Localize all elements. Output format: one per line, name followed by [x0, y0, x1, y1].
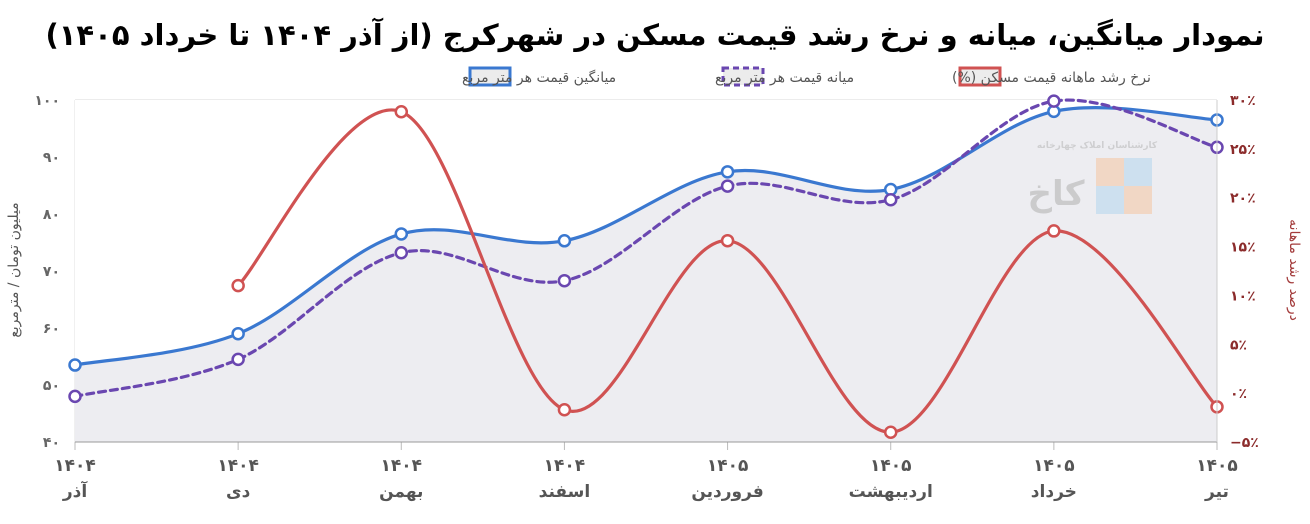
- y-left-tick-label: ۶۰: [43, 321, 60, 337]
- plot-area: [68, 94, 1224, 442]
- watermark: کارشناسان املاک چهارخانه کاخ: [1027, 141, 1158, 214]
- series-point-1: [557, 273, 572, 288]
- x-tick-month: خرداد: [1031, 482, 1077, 502]
- series-point-0: [557, 234, 572, 248]
- y-left-tick-label: ۸۰: [43, 207, 60, 223]
- x-tick-year: ۱۴۰۴: [381, 456, 423, 476]
- y-axis-right-title: درصد رشد ماهانه: [1286, 219, 1302, 321]
- x-tick-year: ۱۴۰۵: [1033, 456, 1075, 476]
- legend-label-1: میانه قیمت هر متر مربع: [715, 70, 854, 86]
- x-tick-month: دی: [226, 482, 251, 502]
- plot-background: [75, 100, 1217, 442]
- x-tick-year: ۱۴۰۴: [217, 456, 259, 476]
- legend-swatch-1: [721, 66, 765, 87]
- chart-title: نمودار میانگین، میانه و نرخ رشد قیمت مسک…: [45, 17, 1264, 52]
- series-point-2: [394, 104, 409, 119]
- y-axis-left-title: میلیون تومان / مترمربع: [6, 202, 22, 337]
- legend-label-0: نرخ رشد ماهانه قیمت مسکن (%): [952, 70, 1151, 86]
- series-line-1: [73, 98, 1219, 398]
- y-right-tick-label: ۲۰٪: [1230, 191, 1256, 207]
- y-left-tick-label: ۴۰: [43, 435, 60, 451]
- x-tick-month: بهمن: [379, 482, 423, 502]
- series-point-0: [231, 326, 245, 341]
- series-point-1: [68, 389, 82, 404]
- series-point-2: [557, 403, 572, 417]
- legend-swatch-2: [468, 66, 512, 87]
- y-right-tick-label: ۱۵٪: [1230, 240, 1256, 256]
- x-tick-month: آذر: [62, 480, 89, 502]
- y-right-tick-label: ۵٪: [1230, 337, 1247, 353]
- watermark-tile: [1096, 158, 1124, 186]
- x-tick-month: فروردین: [691, 482, 763, 502]
- y-left-tick-label: ۷۰: [43, 264, 60, 280]
- y-right-tick-label: ۳۰٪: [1230, 93, 1256, 109]
- x-tick-month: اسفند: [539, 482, 591, 502]
- y-right-tick-label: ۲۵٪: [1230, 142, 1256, 158]
- axes: ۴۰ ۵۰ ۶۰ ۷۰ ۸۰ ۹۰ ۱۰۰ ۱۴۰۴ آذر ۱۴۰۴ دی ۱۴۰۴ بهمن ۱۴۰۴…: [34, 93, 1258, 502]
- x-tick-year: ۱۴۰۴: [544, 456, 586, 476]
- y-right-tick-label: ۱۰٪: [1230, 288, 1256, 304]
- series-point-2: [231, 278, 245, 293]
- series-area-0: [75, 107, 1217, 442]
- watermark-logo: کاخ: [1027, 174, 1084, 214]
- watermark-text: کارشناسان املاک چهارخانه: [1037, 141, 1158, 151]
- series-point-0: [68, 358, 82, 372]
- x-tick-year: ۱۴۰۵: [870, 456, 912, 476]
- series-point-1: [394, 246, 409, 260]
- watermark-tile: [1124, 158, 1152, 186]
- series-line-0: [73, 106, 1219, 367]
- y-right-tick-label: ۰٪: [1230, 386, 1247, 402]
- y-left-tick-label: ۱۰۰: [34, 93, 60, 109]
- x-tick-month: تیر: [1204, 482, 1229, 502]
- legend-label-2: میانگین قیمت هر متر مربع: [462, 69, 616, 86]
- x-tick-month: اردیبهشت: [849, 482, 933, 502]
- series-point-1: [1047, 94, 1061, 108]
- y-right-tick-label: −۵٪: [1230, 435, 1259, 451]
- legend-swatch-0: [958, 66, 1002, 87]
- series-point-2: [883, 425, 898, 439]
- series-point-1: [720, 179, 735, 193]
- x-tick-year: ۱۴۰۴: [54, 456, 96, 476]
- y-left-tick-label: ۹۰: [43, 150, 60, 166]
- y-left-tick-label: ۵۰: [43, 378, 60, 394]
- series-point-1: [231, 352, 245, 367]
- watermark-tile: [1096, 186, 1124, 214]
- series-point-0: [394, 227, 409, 241]
- series-point-2: [1047, 224, 1061, 238]
- series-point-0: [720, 165, 735, 179]
- watermark-tile: [1124, 186, 1152, 214]
- legend: نرخ رشد ماهانه قیمت مسکن (%) میانه قیمت ه…: [462, 66, 1151, 87]
- series-point-1: [883, 193, 898, 207]
- x-tick-year: ۱۴۰۵: [1196, 456, 1238, 476]
- x-tick-year: ۱۴۰۵: [707, 456, 749, 476]
- series-point-2: [720, 233, 735, 248]
